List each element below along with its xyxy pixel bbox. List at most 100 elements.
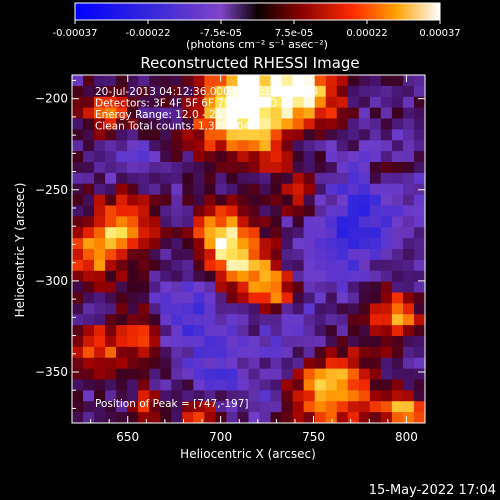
heatmap-cell [94,303,106,315]
heatmap-cell [226,107,239,120]
heatmap-cell [105,194,117,207]
heatmap-cell [369,368,382,381]
heatmap-cell [94,379,106,391]
heatmap-cell [325,216,338,228]
heatmap-cell [138,140,150,152]
heatmap-cell [391,172,404,185]
heatmap-cell [358,85,371,98]
heatmap-cell [171,314,183,326]
heatmap-cell [347,303,360,315]
heatmap-cell [237,336,250,348]
heatmap-cell [402,96,415,109]
heatmap-cell [314,129,327,141]
heatmap-cell [380,401,393,413]
heatmap-cell [215,292,228,304]
heatmap-cell [160,390,172,402]
heatmap-cell [270,96,283,109]
heatmap-cell [402,216,415,228]
heatmap-cell [303,172,316,185]
heatmap-cell [270,281,283,294]
heatmap-cell [83,314,95,326]
heatmap-cell [193,303,205,315]
heatmap-cell [138,75,150,87]
footer-timestamp: 15-May-2022 17:04 [369,483,496,498]
heatmap-cell [105,357,117,370]
heatmap-cell [171,118,183,130]
heatmap-cell [182,238,194,250]
heatmap-cell [83,227,95,239]
heatmap-cell [314,194,327,207]
heatmap-cell [259,292,272,304]
heatmap-cell [105,216,117,228]
heatmap-cell [226,281,239,294]
y-tick-label: −350 [35,365,68,379]
heatmap-cell [248,172,261,185]
heatmap-cell [237,270,250,283]
heatmap-cell [83,390,95,402]
heatmap-cell [138,107,150,120]
heatmap-cell [160,270,172,283]
heatmap-cell [358,314,371,326]
heatmap-cell [358,107,371,120]
heatmap-cell [270,259,283,272]
heatmap-cell [358,172,371,185]
heatmap-cell [358,336,371,348]
heatmap-cell [380,390,393,402]
heatmap-cell [204,336,217,348]
colorbar-gradient [74,2,441,21]
heatmap-cell [94,368,106,381]
heatmap-cell [314,303,327,315]
heatmap-cell [127,314,139,326]
heatmap-cell [127,368,139,381]
heatmap-cell [391,368,404,381]
heatmap-cell [215,412,228,423]
heatmap-cell [347,216,360,228]
heatmap-cell [138,216,150,228]
heatmap-cell [303,227,316,239]
heatmap-cell [325,390,338,402]
heatmap-cell [391,259,404,272]
heatmap-cell [149,390,161,402]
heatmap-cell [160,249,172,261]
chart-title: Reconstructed RHESSI Image [140,54,359,72]
heatmap-cell [72,85,84,98]
heatmap-cell [105,368,117,381]
heatmap-cell [259,75,272,87]
heatmap-cell [402,281,415,294]
heatmap-cell [160,401,172,413]
heatmap-cell [171,227,183,239]
heatmap-cell [116,107,128,120]
heatmap-cell [358,379,371,391]
heatmap-cell [105,325,117,337]
heatmap-cell [138,325,150,337]
heatmap-cell [270,227,283,239]
heatmap-cell [325,357,338,370]
heatmap-cell [226,325,239,337]
heatmap-cell [116,379,128,391]
heatmap-cell [347,75,360,87]
heatmap-cell [171,336,183,348]
heatmap-cell [237,412,250,423]
heatmap-cell [347,140,360,152]
heatmap-cell [171,151,183,163]
heatmap-cell [83,205,95,217]
heatmap-cell [138,205,150,217]
heatmap-cell [358,401,371,413]
heatmap-cell [83,151,95,163]
heatmap-cell [380,140,393,152]
heatmap-cell [149,140,161,152]
heatmap-cell [325,292,338,304]
heatmap-cell [369,412,382,423]
heatmap-cell [237,368,250,381]
heatmap-cell [237,303,250,315]
heatmap-cell [259,357,272,370]
heatmap-cell [281,118,294,130]
heatmap-cell [303,162,316,174]
heatmap-cell [83,129,95,141]
heatmap-cell [138,162,150,174]
y-tick-label: −200 [35,92,68,106]
annotation-line: Clean Total counts: 1.32E+04 [95,121,250,133]
heatmap-cell [94,270,106,283]
heatmap-cell [182,96,194,109]
heatmap-cell [303,357,316,370]
